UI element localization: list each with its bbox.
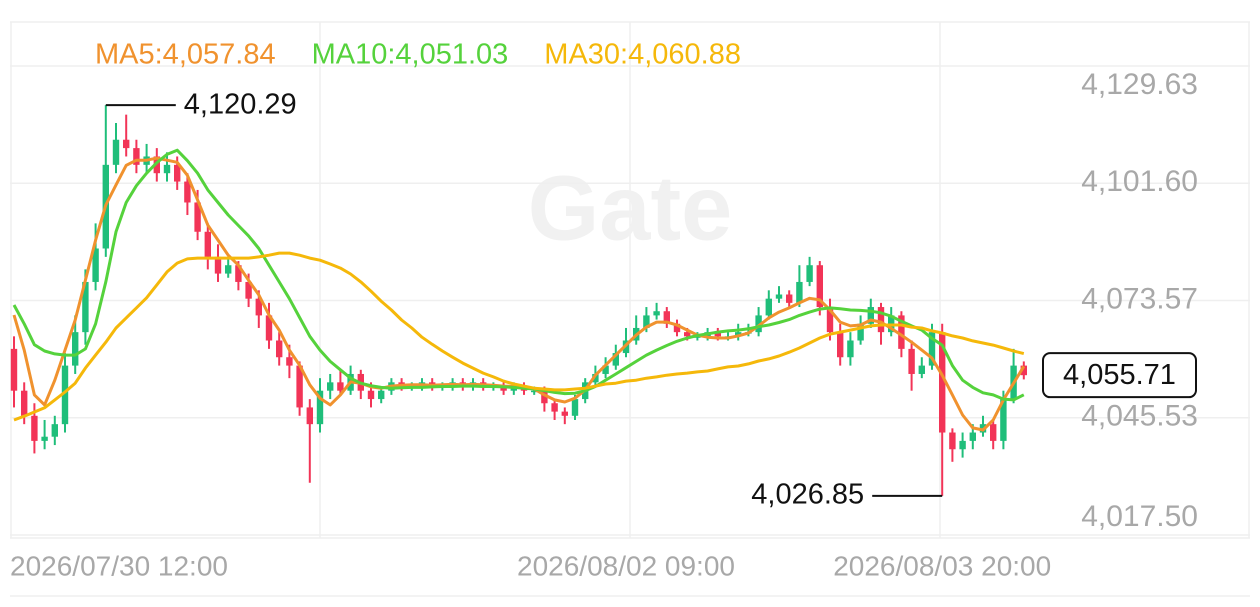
candle-body xyxy=(378,390,385,400)
candle-body xyxy=(826,307,834,333)
candle-body xyxy=(806,265,813,282)
candle-body xyxy=(551,403,558,412)
candle-body xyxy=(765,298,772,316)
candle-body xyxy=(847,340,854,358)
legend-entry: MA5:4,057.84 xyxy=(95,39,276,71)
candle-body xyxy=(541,390,548,404)
legend-entry: MA10:4,051.03 xyxy=(312,39,509,71)
candle-body xyxy=(786,294,793,303)
candle-body xyxy=(31,415,38,441)
candle-body xyxy=(857,323,864,341)
candle-body xyxy=(255,298,262,316)
candle-body xyxy=(694,336,701,338)
candle-body xyxy=(10,348,18,391)
candle-body xyxy=(500,386,507,391)
ma-line xyxy=(12,148,1025,402)
candle-body xyxy=(306,407,313,425)
candle-body xyxy=(337,382,344,391)
ma-line xyxy=(13,251,1025,422)
watermark: Gate xyxy=(528,157,733,259)
candle-body xyxy=(714,332,721,337)
candle-body xyxy=(225,265,232,274)
x-tick-label: 2026/07/30 12:00 xyxy=(10,550,228,581)
candle-body xyxy=(194,202,201,232)
candle-body xyxy=(41,436,48,441)
candle-body xyxy=(92,248,99,282)
candle-body xyxy=(684,332,691,337)
candle-body xyxy=(949,432,956,450)
candle-body xyxy=(316,390,324,425)
candle-body xyxy=(367,390,375,400)
candle-body xyxy=(214,256,222,274)
last-price-label: 4,055.71 xyxy=(1063,359,1176,391)
candle-body xyxy=(837,332,844,358)
candle-body xyxy=(204,231,211,257)
candle-body xyxy=(174,164,181,182)
y-tick-label: 4,017.50 xyxy=(1081,500,1198,533)
candle-body xyxy=(939,332,946,433)
candle-body xyxy=(673,323,681,333)
candle-body xyxy=(327,382,334,391)
candle-body xyxy=(235,265,242,282)
candle-body xyxy=(898,315,905,349)
candle-body xyxy=(643,315,650,328)
y-tick-label: 4,129.63 xyxy=(1081,68,1198,101)
candle-body xyxy=(133,148,140,165)
candle-body xyxy=(531,390,538,393)
candle-body xyxy=(184,181,191,203)
candle-body xyxy=(612,353,619,366)
candle-body xyxy=(21,390,28,416)
candle-body xyxy=(796,281,803,303)
x-tick-label: 2026/08/02 09:00 xyxy=(517,550,735,581)
candle-body xyxy=(877,307,885,333)
candle-body xyxy=(265,315,273,341)
legend-entry: MA30:4,060.88 xyxy=(544,39,741,71)
candle-body xyxy=(918,365,925,374)
candle-body xyxy=(51,424,58,437)
candle-body xyxy=(82,281,89,333)
candle-body xyxy=(163,164,171,174)
candle-body xyxy=(245,281,252,299)
y-tick-label: 4,045.53 xyxy=(1081,400,1198,433)
candle-body xyxy=(592,373,599,383)
candle-body xyxy=(969,432,976,441)
low-label: 4,026.85 xyxy=(751,479,864,511)
candle-body xyxy=(928,332,936,366)
candle-body xyxy=(775,294,783,299)
candle-body xyxy=(663,311,670,324)
candle-body xyxy=(112,139,120,165)
candle-body xyxy=(1000,399,1007,441)
candle-body xyxy=(286,357,293,366)
candle-body xyxy=(867,307,874,324)
candle-body xyxy=(959,440,966,450)
last-price-box xyxy=(1042,352,1197,399)
candle-body xyxy=(276,340,283,358)
candle-body xyxy=(296,365,303,408)
candle-body xyxy=(816,265,823,308)
candle-body xyxy=(1020,365,1027,376)
y-tick-label: 4,101.60 xyxy=(1081,165,1198,198)
candle-body xyxy=(735,332,742,337)
candle-body xyxy=(61,365,69,425)
candle-body xyxy=(123,139,130,149)
candle-body xyxy=(72,332,79,366)
candle-body xyxy=(602,365,609,374)
y-tick-label: 4,073.57 xyxy=(1081,282,1198,315)
candle-body xyxy=(755,315,762,333)
x-tick-label: 2026/08/03 20:00 xyxy=(833,550,1051,581)
candle-body xyxy=(571,399,579,416)
high-label: 4,120.29 xyxy=(184,89,297,121)
candle-body xyxy=(653,311,660,316)
candle-body xyxy=(990,424,997,441)
candle-body xyxy=(561,411,568,416)
candle-body xyxy=(908,348,915,374)
